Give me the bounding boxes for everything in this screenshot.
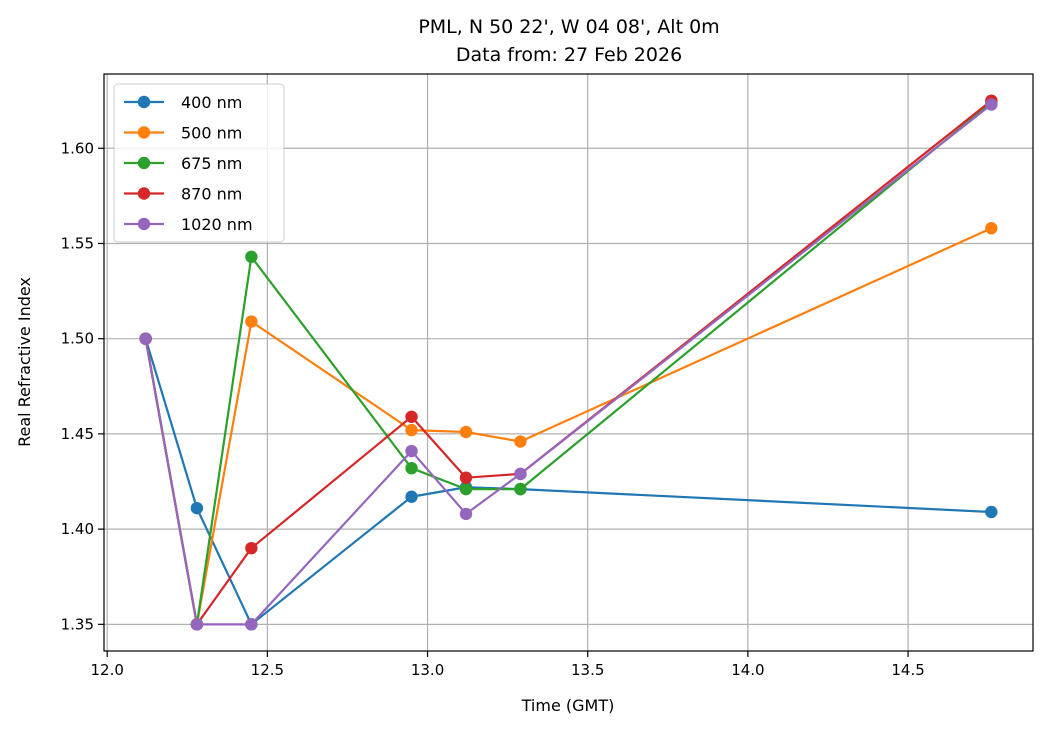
legend-marker	[137, 126, 151, 139]
legend-label: 870 nm	[181, 185, 242, 204]
data-point	[514, 467, 527, 481]
data-point	[405, 490, 418, 503]
plot-frame	[103, 73, 1034, 652]
data-point	[405, 423, 418, 437]
y-tick-label: 1.45	[61, 425, 94, 443]
legend-label: 675 nm	[181, 154, 242, 173]
y-tick-label: 1.60	[61, 139, 94, 157]
y-tick-label: 1.35	[61, 615, 94, 633]
data-point	[459, 425, 473, 439]
y-tick-label: 1.50	[61, 330, 94, 348]
series-1020-nm	[139, 98, 998, 631]
legend-marker	[137, 217, 151, 231]
data-point	[459, 507, 473, 521]
x-tick-label: 14.5	[891, 661, 924, 679]
legend-label: 400 nm	[181, 93, 242, 112]
series-lines	[139, 94, 998, 631]
data-point	[459, 482, 473, 496]
y-axis-ticks: 1.35 1.40 1.45 1.50 1.55 1.60	[61, 139, 104, 633]
legend-item: 870 nm	[124, 185, 242, 204]
data-point	[190, 618, 204, 631]
y-tick-label: 1.55	[61, 234, 94, 252]
data-point	[245, 315, 258, 328]
legend-label: 1020 nm	[181, 215, 253, 234]
chart-title: PML, N 50 22', W 04 08', Alt 0m	[418, 16, 719, 38]
legend-box	[113, 83, 285, 243]
x-tick-label: 13.0	[411, 661, 444, 679]
data-point	[245, 250, 258, 264]
data-point	[245, 618, 258, 631]
data-point	[405, 461, 418, 475]
x-tick-label: 14.0	[731, 661, 764, 679]
legend-label: 500 nm	[181, 124, 242, 143]
y-axis-label: Real Refractive Index	[15, 277, 34, 447]
x-tick-label: 12.5	[251, 661, 284, 679]
data-point	[459, 471, 473, 484]
legend-item: 400 nm	[124, 93, 242, 112]
x-axis-ticks: 12.0 12.5 13.0 13.5 14.0 14.5	[91, 651, 925, 679]
legend-marker	[137, 156, 151, 170]
data-point	[985, 505, 998, 519]
data-point	[514, 435, 527, 448]
x-axis-label: Time (GMT)	[521, 696, 615, 715]
data-point	[985, 222, 998, 235]
legend-item: 1020 nm	[124, 215, 253, 234]
data-point	[985, 98, 998, 111]
x-tick-label: 13.5	[571, 661, 604, 679]
legend-marker	[137, 95, 151, 109]
grid	[104, 74, 1033, 651]
data-point	[139, 332, 152, 345]
data-point	[514, 482, 527, 496]
legend-marker	[137, 187, 151, 200]
y-tick-label: 1.40	[61, 520, 94, 538]
data-point	[405, 410, 418, 423]
legend-item: 500 nm	[124, 124, 242, 143]
chart-subtitle: Data from: 27 Feb 2026	[456, 44, 682, 66]
legend-item: 675 nm	[124, 154, 242, 173]
data-point	[190, 501, 204, 515]
legend: 400 nm 500 nm 675 nm 870 nm 1020 nm	[113, 83, 285, 243]
data-point	[245, 541, 258, 555]
data-point	[405, 444, 418, 458]
x-tick-label: 12.0	[91, 661, 124, 679]
